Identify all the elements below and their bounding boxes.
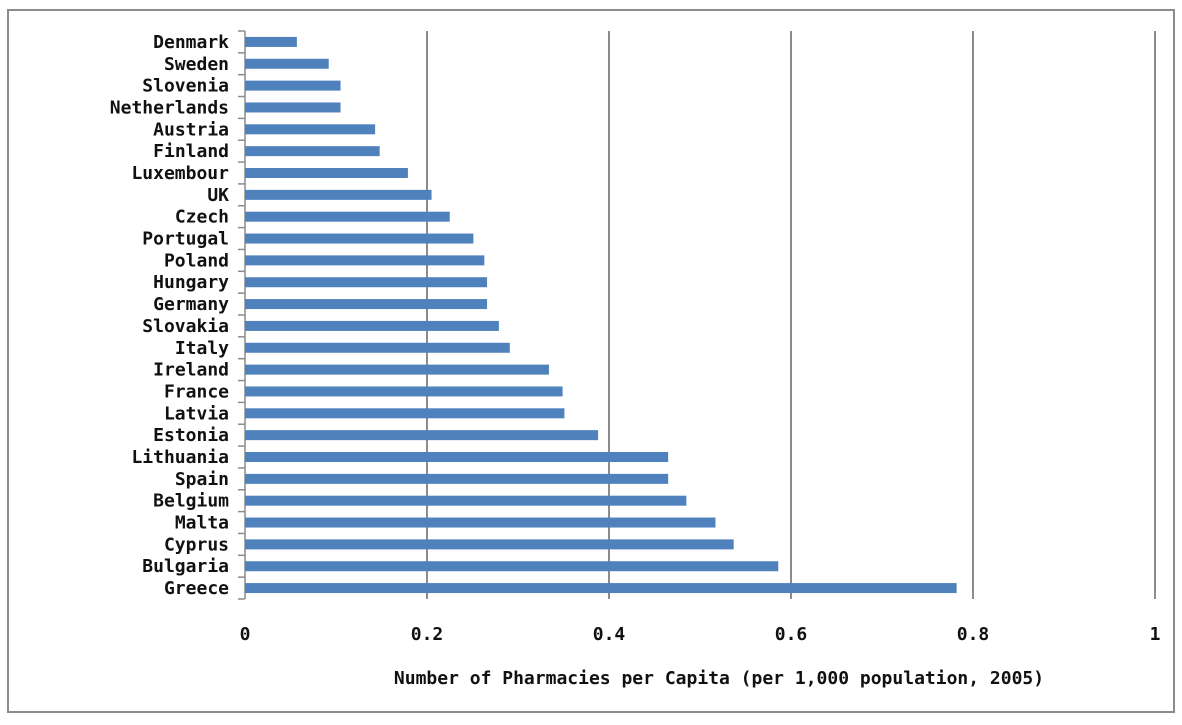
- category-label: Bulgaria: [142, 556, 229, 577]
- category-label: Estonia: [153, 425, 229, 446]
- bar: [245, 233, 474, 244]
- category-label: Slovakia: [142, 316, 229, 337]
- bars: [245, 36, 957, 594]
- x-tick-label: 1: [1150, 624, 1161, 645]
- bar: [245, 320, 499, 331]
- category-label: Malta: [175, 513, 229, 534]
- category-label: Hungary: [153, 272, 229, 293]
- category-label: Latvia: [164, 403, 229, 424]
- category-labels: DenmarkSwedenSloveniaNetherlandsAustriaF…: [110, 32, 229, 599]
- bar: [245, 255, 485, 266]
- y-axis: [238, 30, 246, 600]
- category-label: Netherlands: [110, 97, 229, 118]
- bar: [245, 277, 488, 288]
- bar: [245, 517, 716, 528]
- bar: [245, 386, 563, 397]
- bar: [245, 408, 565, 419]
- x-tick-label: 0.6: [775, 624, 808, 645]
- category-label: Greece: [164, 578, 229, 599]
- bar: [245, 168, 408, 178]
- x-tick-label: 0.4: [593, 624, 626, 645]
- x-tick-label: 0.2: [411, 624, 444, 645]
- category-label: Czech: [175, 207, 229, 228]
- category-label: Poland: [164, 250, 229, 271]
- x-axis-title: Number of Pharmacies per Capita (per 1,0…: [394, 668, 1044, 689]
- category-label: Austria: [153, 119, 229, 140]
- gridlines: [426, 31, 1156, 599]
- bar: [245, 561, 779, 572]
- bar: [245, 452, 669, 462]
- category-label: Spain: [175, 469, 229, 490]
- category-label: Belgium: [153, 491, 229, 512]
- bar: [245, 539, 734, 550]
- bar: [245, 430, 599, 441]
- category-label: Slovenia: [142, 76, 229, 97]
- bar: [245, 189, 432, 200]
- bar: [245, 58, 329, 69]
- chart-frame: Denmark Sweden Slovenia Netherlands Austria F…: [7, 9, 1175, 713]
- bar: [245, 473, 669, 484]
- category-label: Lithuania: [131, 447, 229, 468]
- bar: [245, 299, 488, 310]
- bar: [245, 364, 549, 375]
- bar: [245, 342, 510, 353]
- bar: [245, 80, 341, 91]
- category-label: Germany: [153, 294, 229, 315]
- category-label: Denmark: [153, 32, 229, 53]
- category-label: France: [164, 381, 229, 402]
- category-label: UK: [207, 185, 229, 206]
- bar: [245, 211, 450, 222]
- bar: [245, 102, 341, 113]
- bar: [245, 146, 380, 157]
- category-label: Ireland: [153, 360, 229, 381]
- category-label: Luxembour: [131, 163, 229, 184]
- category-label: Finland: [153, 141, 229, 162]
- category-label: Cyprus: [164, 534, 229, 555]
- category-label: Italy: [175, 338, 229, 359]
- bar: [245, 583, 957, 594]
- x-tick-label: 0.8: [957, 624, 990, 645]
- bar: [245, 495, 687, 506]
- bar: [245, 36, 297, 47]
- category-label: Sweden: [164, 54, 229, 75]
- bar: [245, 124, 376, 135]
- bar-chart: DenmarkSwedenSloveniaNetherlandsAustriaF…: [110, 30, 1161, 689]
- category-label: Portugal: [142, 229, 229, 250]
- x-tick-label: 0: [240, 624, 251, 645]
- x-tick-labels: 0 0.2 0.4 0.6 0.8 1: [240, 624, 1161, 645]
